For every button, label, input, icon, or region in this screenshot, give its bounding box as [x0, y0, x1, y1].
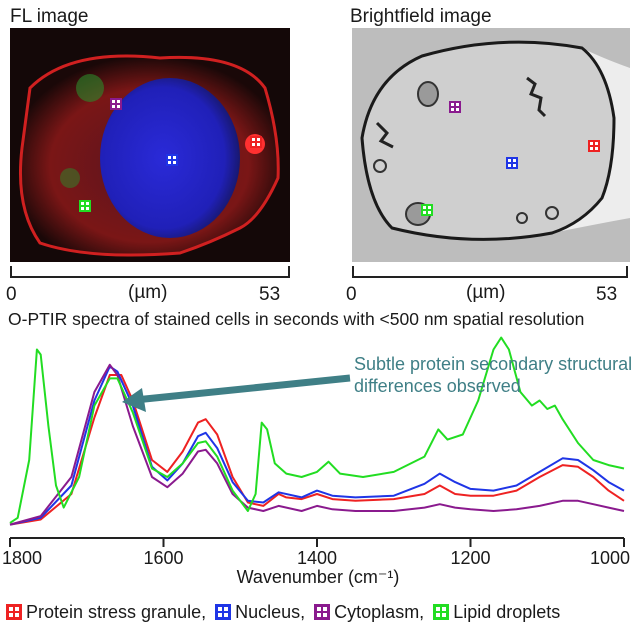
- annotation-line2: differences observed: [354, 376, 521, 396]
- legend-label: Cytoplasm,: [334, 602, 425, 622]
- legend-swatch: [215, 604, 232, 620]
- marker-cytoplasm: [110, 98, 122, 110]
- legend-label: Lipid droplets: [453, 602, 561, 622]
- legend-item-lipid-droplets: Lipid droplets: [433, 602, 560, 622]
- annotation-arrow-shaft: [134, 374, 351, 404]
- series-line-protein-stress-granule: [9, 374, 625, 526]
- fl-scale-unit: (µm): [128, 282, 168, 303]
- legend-label: Nucleus,: [235, 602, 306, 622]
- bf-scale-start: 0: [346, 284, 357, 305]
- bf-image: [352, 28, 630, 262]
- bf-marker-stress-granule: [588, 140, 600, 152]
- annotation-arrow-head: [122, 388, 146, 412]
- x-tick-label: 1800: [2, 548, 42, 568]
- x-tick-label: 1000: [590, 548, 630, 568]
- fl-cell-graphic: [10, 28, 290, 262]
- marker-lipid-droplet: [79, 200, 91, 212]
- annotation-line1: Subtle protein secondary structural: [354, 354, 632, 374]
- legend-item-cytoplasm: Cytoplasm,: [314, 602, 424, 622]
- marker-nucleus: [166, 154, 178, 166]
- series-line-cytoplasm: [9, 363, 625, 526]
- legend-swatch: [314, 604, 331, 620]
- marker-stress-granule: [250, 136, 262, 148]
- legend-swatch: [6, 604, 22, 620]
- headline: O-PTIR spectra of stained cells in secon…: [8, 309, 585, 329]
- spectra-chart: 1800 1600 1400 1200 1000 Wavenumber (cm⁻¹) S…: [2, 336, 632, 587]
- fl-scalebar: [10, 266, 290, 278]
- x-tick-label: 1200: [450, 548, 490, 568]
- bf-scale-unit: (µm): [466, 282, 506, 303]
- fl-title: FL image: [10, 6, 89, 27]
- legend: Protein stress granule, Nucleus, Cytopla…: [6, 602, 560, 623]
- bf-scale-end: 53: [596, 284, 618, 305]
- fl-scale-end: 53: [259, 284, 281, 305]
- bf-cell-graphic: [352, 28, 630, 262]
- legend-item-stress-granule: Protein stress granule,: [6, 602, 206, 622]
- bf-marker-lipid-droplet: [421, 204, 433, 216]
- x-tick-label: 1600: [143, 548, 183, 568]
- bf-title: Brightfield image: [350, 6, 492, 27]
- bf-marker-cytoplasm: [449, 101, 461, 113]
- bf-scalebar: [352, 266, 628, 278]
- fl-scale-start: 0: [6, 284, 17, 305]
- legend-swatch: [433, 604, 450, 620]
- bf-marker-nucleus: [506, 157, 518, 169]
- legend-item-nucleus: Nucleus,: [215, 602, 305, 622]
- x-tick-label: 1400: [297, 548, 337, 568]
- fl-image: [10, 28, 290, 262]
- series-line-nucleus: [9, 365, 625, 526]
- series-line-lipid-droplets: [9, 336, 625, 524]
- x-axis-label: Wavenumber (cm⁻¹): [237, 567, 400, 587]
- legend-label: Protein stress granule,: [26, 602, 207, 622]
